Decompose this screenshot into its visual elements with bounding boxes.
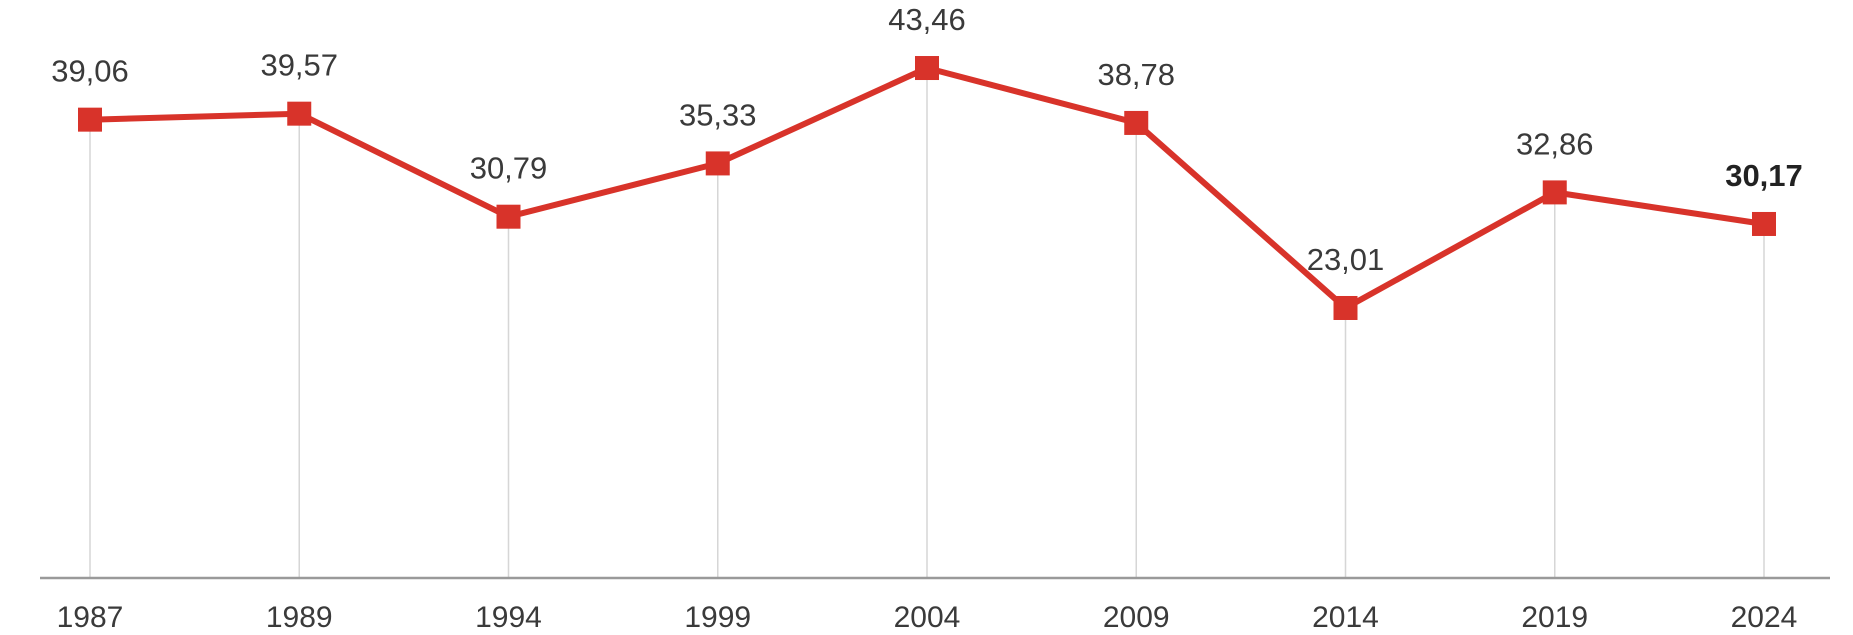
data-point-1999 bbox=[705, 151, 730, 176]
data-point-1987 bbox=[78, 107, 102, 132]
data-label-2004: 43,46 bbox=[888, 2, 966, 37]
x-tick-label-2009: 2009 bbox=[1103, 601, 1170, 634]
data-point-2004 bbox=[915, 56, 939, 81]
drop-lines bbox=[89, 68, 1765, 578]
data-point-1994 bbox=[496, 204, 521, 229]
x-tick-label-2014: 2014 bbox=[1312, 601, 1379, 634]
x-tick-label-1989: 1989 bbox=[266, 601, 333, 634]
x-tick-label-2024: 2024 bbox=[1731, 601, 1798, 634]
x-tick-label-2019: 2019 bbox=[1521, 601, 1588, 634]
data-point-2014 bbox=[1333, 295, 1358, 320]
x-tick-label-1994: 1994 bbox=[475, 601, 542, 634]
markers-group bbox=[78, 56, 1776, 320]
data-labels-group: 39,06 39,57 30,79 35,33 43,46 38,78 23,01 32,86… bbox=[51, 2, 1803, 277]
x-tick-labels-group: 1987 1989 1994 1999 2004 2009 2014 2019 2024 bbox=[57, 601, 1798, 634]
data-label-1999: 35,33 bbox=[679, 97, 757, 132]
data-label-2009: 38,78 bbox=[1097, 57, 1175, 92]
data-label-1987: 39,06 bbox=[51, 54, 129, 89]
data-point-2009 bbox=[1124, 110, 1149, 135]
data-label-2014: 23,01 bbox=[1307, 242, 1385, 277]
x-tick-label-2004: 2004 bbox=[894, 601, 961, 634]
x-tick-label-1999: 1999 bbox=[684, 601, 751, 634]
data-point-2024 bbox=[1752, 211, 1776, 236]
data-label-1994: 30,79 bbox=[470, 151, 548, 186]
x-tick-label-1987: 1987 bbox=[57, 601, 124, 634]
data-label-2024: 30,17 bbox=[1725, 158, 1803, 193]
data-label-2019: 32,86 bbox=[1516, 126, 1594, 161]
data-point-1989 bbox=[287, 101, 312, 126]
data-point-2019 bbox=[1542, 180, 1567, 205]
data-label-1989: 39,57 bbox=[260, 48, 338, 83]
